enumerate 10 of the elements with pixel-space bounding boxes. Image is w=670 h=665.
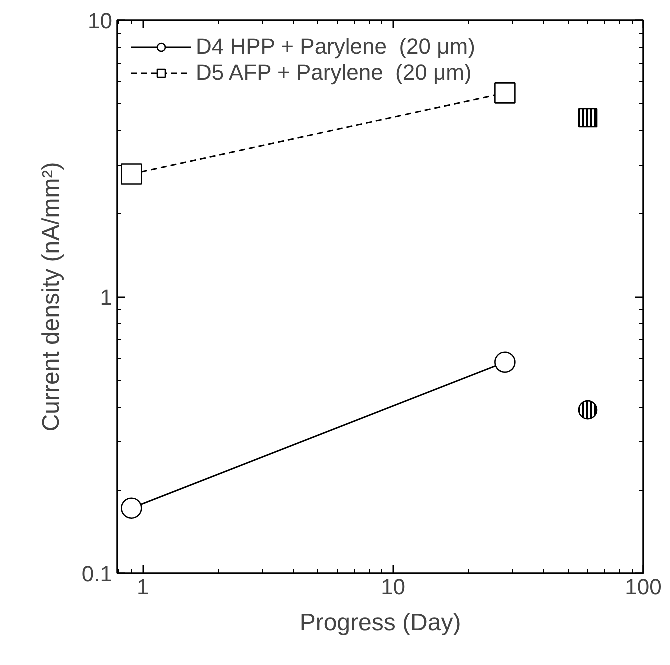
x-tick-label: 1 [136, 574, 150, 600]
y-tick-label: 10 [88, 8, 113, 34]
y-axis-title: Current density (nA/mm²) [38, 162, 65, 432]
x-tick-label: 10 [381, 574, 406, 600]
legend-label: D5 AFP + Parylene (20 μm) [196, 60, 472, 86]
x-axis-title: Progress (Day) [300, 610, 462, 636]
legend-label: D4 HPP + Parylene (20 μm) [196, 34, 476, 60]
y-tick-label: 0.1 [82, 562, 113, 586]
y-tick-label: 1 [100, 285, 113, 310]
x-tick-label: 100 [625, 574, 662, 600]
